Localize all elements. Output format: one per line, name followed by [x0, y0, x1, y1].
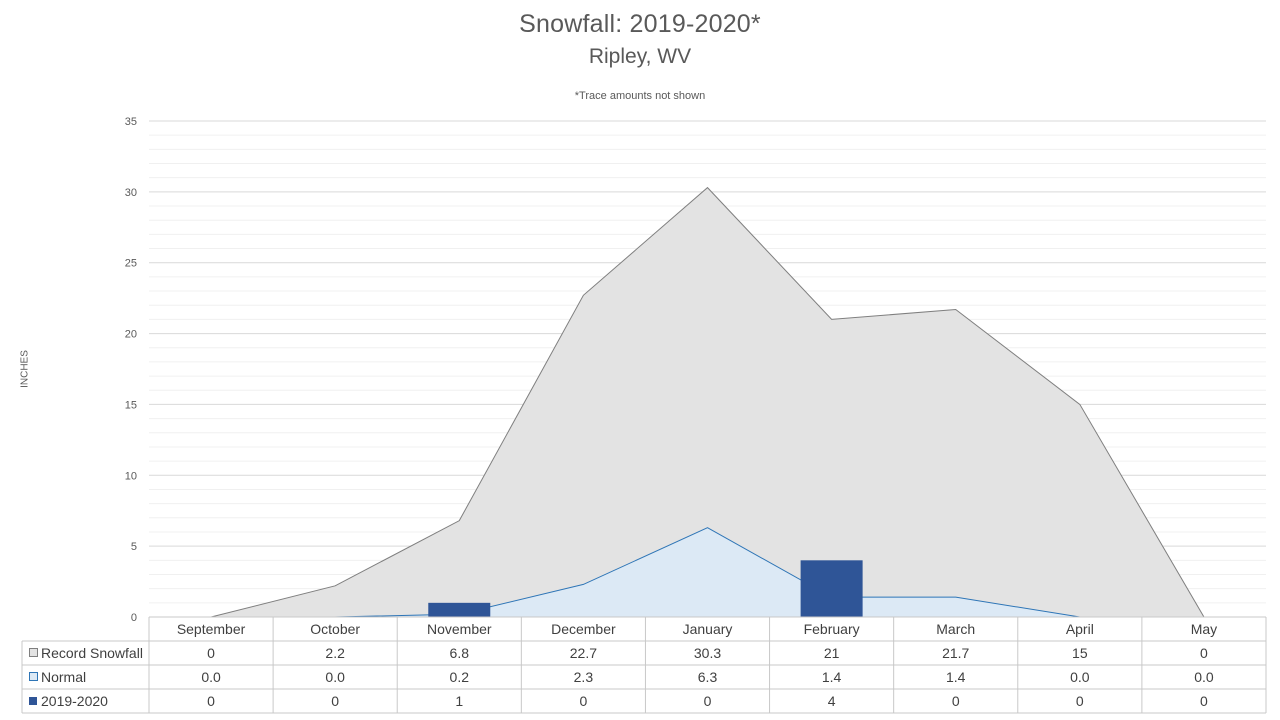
data-label: 6.3 [698, 669, 718, 685]
data-label: 0 [331, 693, 339, 709]
data-label: 0 [207, 645, 215, 661]
data-label: 6.8 [450, 645, 470, 661]
x-tick-label: October [310, 621, 360, 637]
x-tick-label: April [1066, 621, 1094, 637]
legend-key-record-snowfall [29, 648, 38, 657]
y-tick-label: 25 [125, 258, 137, 270]
legend-key-2019-2020 [29, 697, 37, 705]
bar [800, 560, 863, 617]
y-tick-label: 0 [131, 612, 137, 624]
y-tick-label: 10 [125, 470, 137, 482]
data-label: 2.3 [574, 669, 594, 685]
data-label: 0 [1200, 693, 1208, 709]
bar [428, 602, 491, 617]
x-tick-label: September [177, 621, 246, 637]
chart-note: *Trace amounts not shown [574, 90, 706, 102]
data-label: 1 [455, 693, 463, 709]
data-label: 0.2 [450, 669, 470, 685]
x-tick-label: December [551, 621, 616, 637]
chart-title: Snowfall: 2019-2020* [519, 10, 761, 38]
data-label: 22.7 [570, 645, 597, 661]
data-label: 0.0 [1194, 669, 1214, 685]
y-tick-label: 20 [125, 329, 137, 341]
y-tick-label: 30 [125, 187, 137, 199]
record-snowfall-area [211, 187, 1204, 617]
data-label: 0 [1200, 645, 1208, 661]
data-label: 21 [824, 645, 840, 661]
data-label: 15 [1072, 645, 1088, 661]
x-tick-label: February [804, 621, 860, 637]
x-tick-label: November [427, 621, 492, 637]
legend-label-record-snowfall: Record Snowfall [41, 645, 143, 661]
chart-subtitle: Ripley, WV [588, 45, 692, 68]
legend-label-2019-2020: 2019-2020 [41, 693, 108, 709]
data-label: 0 [704, 693, 712, 709]
data-label: 0 [952, 693, 960, 709]
y-tick-label: 5 [131, 541, 137, 553]
data-label: 0 [207, 693, 215, 709]
data-label: 0.0 [1070, 669, 1090, 685]
data-label: 21.7 [942, 645, 969, 661]
normal-line [211, 527, 1204, 618]
legend-label-normal: Normal [41, 669, 86, 685]
data-label: 1.4 [946, 669, 966, 685]
legend-key-normal [29, 672, 38, 681]
data-label: 30.3 [694, 645, 721, 661]
data-label: 0 [579, 693, 587, 709]
record-snowfall-line [210, 186, 1205, 618]
data-label: 0.0 [325, 669, 345, 685]
data-label: 0 [1076, 693, 1084, 709]
y-tick-label: 35 [125, 116, 137, 128]
data-label: 2.2 [325, 645, 345, 661]
data-label: 1.4 [822, 669, 842, 685]
x-tick-label: March [936, 621, 975, 637]
x-tick-label: May [1191, 621, 1217, 637]
x-tick-label: January [683, 621, 733, 637]
data-label: 0.0 [201, 669, 221, 685]
data-label: 4 [828, 693, 836, 709]
y-tick-label: 15 [125, 399, 137, 411]
normal-area [211, 527, 1204, 617]
